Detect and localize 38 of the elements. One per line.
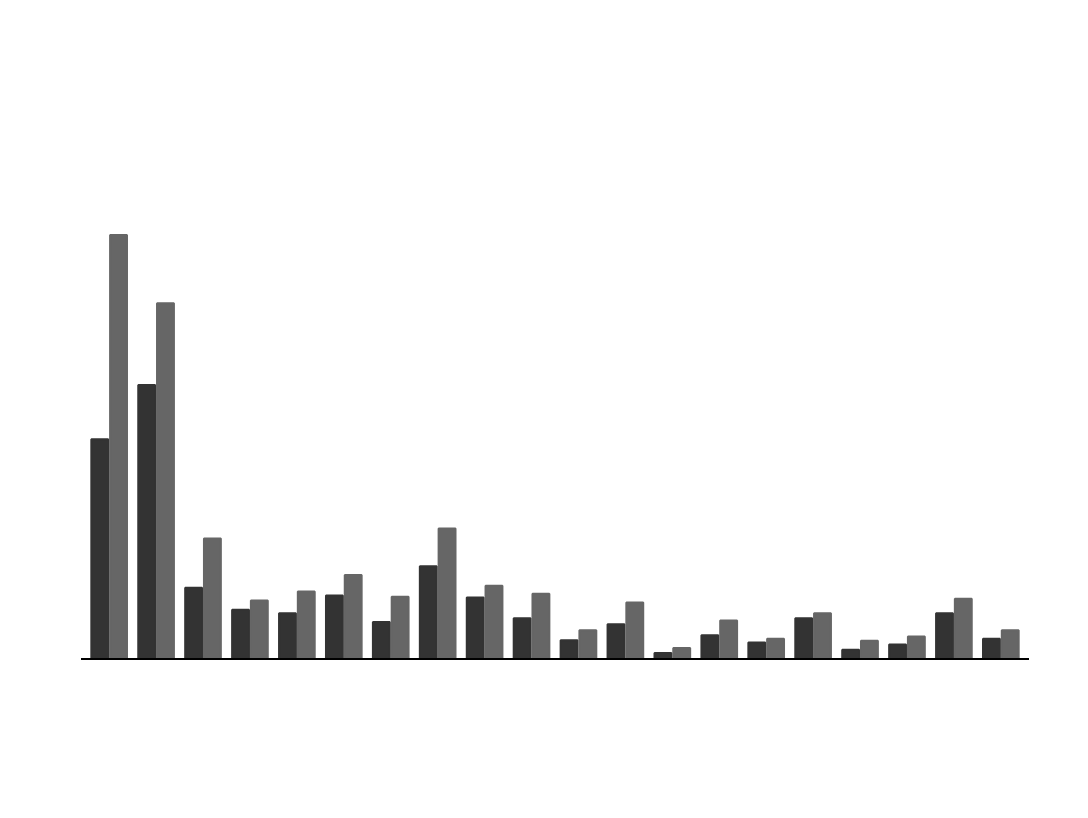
bar (484, 584, 504, 659)
bar (672, 646, 692, 659)
bar (1000, 629, 1020, 659)
bar (109, 233, 128, 659)
bar (324, 594, 344, 659)
bar (202, 537, 222, 659)
bar (278, 612, 297, 659)
bar (935, 612, 954, 659)
bar (343, 574, 363, 659)
bar (625, 601, 645, 659)
bar (512, 617, 532, 659)
bar (437, 527, 457, 659)
bar (794, 617, 814, 659)
bar (888, 643, 908, 659)
bar (719, 619, 739, 659)
bar (465, 596, 485, 659)
bar (578, 629, 598, 659)
bar (606, 623, 626, 659)
bar (371, 621, 391, 659)
bar (418, 565, 438, 659)
bar (137, 384, 157, 659)
bar (982, 637, 1001, 659)
bar (859, 639, 879, 659)
bar (906, 635, 926, 659)
bar (296, 590, 316, 659)
bar (747, 641, 767, 659)
bar (700, 634, 720, 659)
bar (249, 599, 269, 659)
bar (766, 637, 786, 659)
bar (184, 586, 204, 659)
bar (231, 608, 251, 659)
bar (953, 597, 973, 659)
bar (90, 438, 110, 659)
bar (531, 592, 551, 659)
bar (559, 639, 579, 659)
bar (390, 595, 410, 659)
bar (156, 302, 175, 659)
bar (813, 612, 832, 659)
